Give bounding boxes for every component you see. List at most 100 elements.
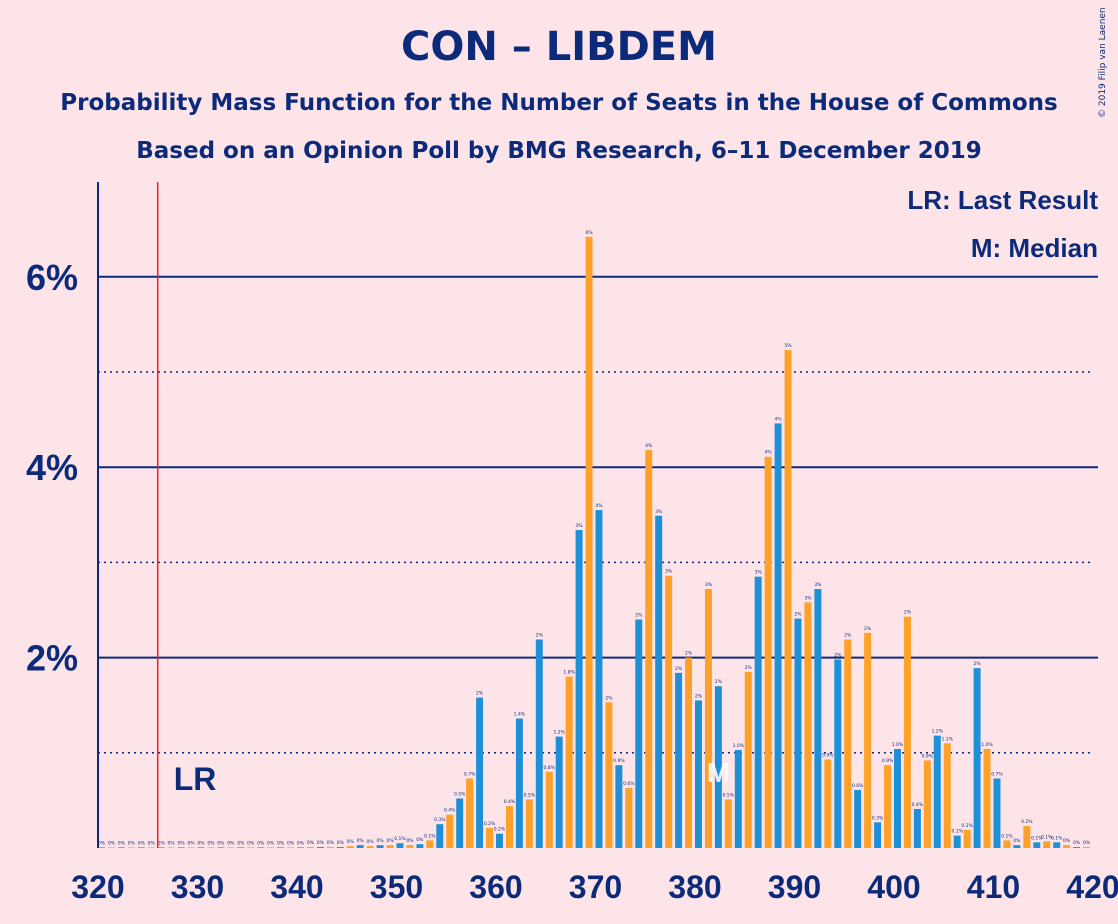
bar-383 <box>724 799 732 848</box>
bar-367 <box>565 676 573 848</box>
data-label-378: 2% <box>675 666 683 672</box>
data-label-395: 2% <box>844 633 852 639</box>
bar-365 <box>545 771 553 848</box>
data-label-322: 0% <box>118 840 126 846</box>
bar-375 <box>645 450 653 848</box>
data-label-408: 2% <box>974 661 982 667</box>
x-tick-label: 400 <box>867 869 920 905</box>
data-label-361: 0.4% <box>504 799 516 805</box>
data-label-368: 3% <box>576 523 584 529</box>
data-label-332: 0% <box>217 840 225 846</box>
data-label-371: 2% <box>605 695 613 701</box>
data-label-382: 2% <box>715 679 723 685</box>
data-label-323: 0% <box>128 840 136 846</box>
x-tick-label: 320 <box>71 869 124 905</box>
bar-381 <box>704 589 712 848</box>
y-tick-label: 4% <box>26 447 78 488</box>
data-label-385: 2% <box>745 665 753 671</box>
data-label-364: 2% <box>536 633 544 639</box>
bar-380 <box>695 700 702 848</box>
data-label-407: 0.2% <box>961 823 973 829</box>
bar-356 <box>456 798 464 848</box>
bar-339 <box>287 847 295 848</box>
bar-397 <box>864 632 872 848</box>
data-label-330: 0% <box>197 840 205 846</box>
data-label-390: 2% <box>794 612 802 618</box>
bar-322 <box>117 847 125 848</box>
bar-372 <box>615 765 623 848</box>
bar-395 <box>844 639 852 848</box>
data-label-327: 0% <box>168 840 176 846</box>
bar-407 <box>963 829 971 848</box>
bar-366 <box>555 736 563 848</box>
data-label-379: 2% <box>685 651 693 657</box>
bar-329 <box>187 847 195 848</box>
bar-394 <box>834 659 842 848</box>
data-label-340: 0% <box>297 840 305 846</box>
data-label-414: 0.1% <box>1031 835 1043 841</box>
data-label-366: 1.2% <box>553 730 565 736</box>
data-label-343: 0% <box>327 840 335 846</box>
bar-360 <box>496 833 503 848</box>
data-label-411: 0.1% <box>1001 833 1013 839</box>
bar-336 <box>257 847 265 848</box>
bar-355 <box>446 814 454 848</box>
data-label-391: 3% <box>804 595 812 601</box>
data-label-406: 0.1% <box>951 829 963 835</box>
bar-326 <box>157 847 165 848</box>
data-label-363: 0.5% <box>524 792 536 798</box>
bar-403 <box>923 760 931 848</box>
data-label-413: 0.2% <box>1021 819 1033 825</box>
bar-411 <box>1003 840 1011 848</box>
data-label-321: 0% <box>108 840 116 846</box>
bar-346 <box>356 845 364 848</box>
bar-363 <box>525 799 533 848</box>
bar-402 <box>913 808 921 848</box>
data-label-401: 2% <box>904 610 912 616</box>
data-label-409: 1.0% <box>981 742 993 748</box>
x-tick-label: 410 <box>967 869 1020 905</box>
data-label-353: 0.1% <box>424 833 436 839</box>
bar-412 <box>1013 845 1021 848</box>
data-label-392: 3% <box>814 582 822 588</box>
bar-399 <box>884 765 892 848</box>
bar-321 <box>107 847 115 848</box>
bar-327 <box>167 847 175 848</box>
data-label-399: 0.9% <box>882 758 894 764</box>
bar-382 <box>714 686 722 848</box>
bar-349 <box>386 845 394 848</box>
bar-340 <box>297 847 304 848</box>
data-label-397: 2% <box>864 626 872 632</box>
data-label-388: 4% <box>775 416 783 422</box>
data-label-333: 0% <box>227 840 235 846</box>
data-label-389: 5% <box>784 343 792 349</box>
data-label-402: 0.4% <box>912 802 924 808</box>
data-label-326: 0% <box>158 840 166 846</box>
data-label-372: 0.9% <box>613 758 625 764</box>
chart-subtitle: Probability Mass Function for the Number… <box>60 90 1058 116</box>
bar-389 <box>784 350 792 848</box>
data-label-329: 0% <box>187 840 195 846</box>
data-label-347: 0% <box>367 839 375 845</box>
data-label-418: 0% <box>1073 840 1081 846</box>
bar-354 <box>436 824 444 848</box>
data-label-416: 0.1% <box>1051 835 1063 841</box>
bar-388 <box>774 423 782 848</box>
data-label-358: 2% <box>476 691 484 697</box>
bar-416 <box>1053 842 1061 848</box>
bar-374 <box>635 619 643 848</box>
bar-370 <box>595 510 603 848</box>
data-label-339: 0% <box>287 840 295 846</box>
bar-377 <box>665 575 673 848</box>
bar-348 <box>376 845 384 848</box>
data-label-341: 0% <box>307 840 315 846</box>
data-label-325: 0% <box>148 840 156 846</box>
bar-324 <box>137 847 145 848</box>
data-label-412: 0% <box>1013 838 1021 844</box>
bar-391 <box>804 602 812 848</box>
median-label: M <box>707 757 730 788</box>
bar-408 <box>973 668 981 848</box>
bar-378 <box>675 672 683 848</box>
data-label-410: 0.7% <box>991 772 1003 778</box>
data-label-386: 3% <box>755 570 763 576</box>
